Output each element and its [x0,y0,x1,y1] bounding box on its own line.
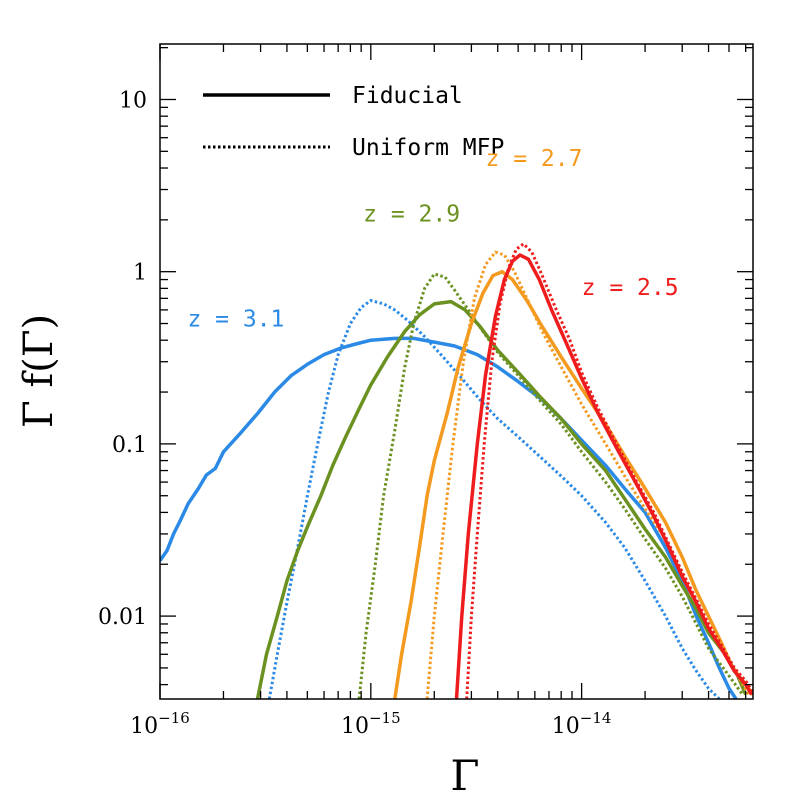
x-tick-exponent: −14 [580,709,612,727]
plot-frame [159,43,754,700]
annotation-label: z = 3.1 [187,307,284,333]
annotation-label: z = 2.9 [363,202,460,228]
annotation-label: z = 2.5 [582,275,679,301]
x-tick-base: 10 [552,714,580,739]
x-tick-exponent: −15 [369,709,401,727]
y-tick-label: 1 [133,261,147,286]
legend-label-uniform-mfp: Uniform MFP [352,135,504,161]
y-tick-label: 0.01 [98,605,147,630]
annotation-label: z = 2.7 [486,146,583,172]
series-layer [160,242,753,699]
series-line-7-dotted [465,242,753,699]
series-line-2-solid [255,299,748,699]
legend-label-fiducial: Fiducial [352,83,463,109]
x-tick-label: 10−15 [341,709,401,739]
series-line-0-solid [160,336,738,699]
x-tick-exponent: −16 [158,709,190,727]
y-tick-label: 10 [119,88,147,113]
series-line-4-solid [393,269,753,699]
series-line-3-dotted [357,272,744,699]
ticks-layer [159,44,753,699]
x-tick-label: 10−16 [130,709,190,739]
x-tick-label: 10−14 [552,709,612,739]
series-line-1-dotted [267,299,721,699]
y-tick-label: 0.1 [112,433,147,458]
x-tick-base: 10 [130,714,158,739]
x-tick-base: 10 [341,714,369,739]
x-axis-label: Γ [450,751,479,797]
y-axis-label: Γ f(Γ) [16,314,62,428]
legend: Fiducial Uniform MFP [203,83,504,161]
annotations-layer: z = 3.1 z = 2.9 z = 2.7 z = 2.5 [187,146,678,332]
series-line-6-solid [454,253,753,699]
